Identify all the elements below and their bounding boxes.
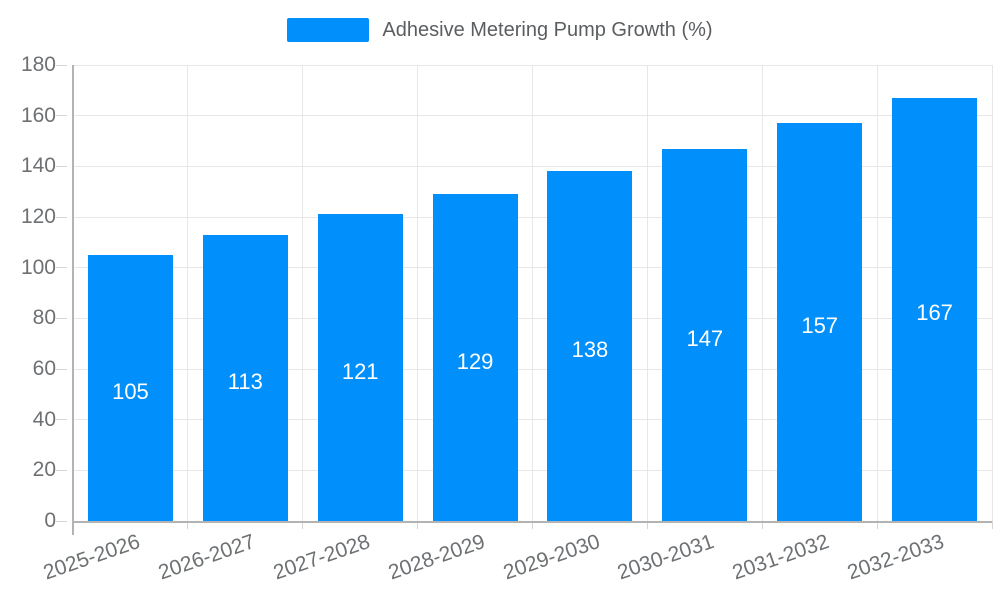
- x-axis-label: 2029-2030: [499, 530, 603, 585]
- y-axis-tick: [56, 64, 67, 66]
- x-axis-label: 2028-2029: [385, 530, 488, 585]
- y-axis-tick: [56, 368, 67, 370]
- y-axis-tick: [56, 520, 67, 522]
- y-axis-tick: [56, 216, 67, 218]
- x-axis-label: 2026-2027: [155, 530, 258, 585]
- y-axis-label: 120: [20, 205, 56, 228]
- vertical-gridline: [761, 65, 763, 521]
- y-axis-label: 160: [20, 103, 56, 127]
- bar[interactable]: [432, 194, 518, 521]
- vertical-gridline: [302, 65, 304, 521]
- y-axis-label: 180: [20, 53, 56, 76]
- x-axis-label: 2027-2028: [270, 530, 373, 585]
- y-axis-line: [72, 65, 74, 535]
- x-axis-label: 2025-2026: [40, 530, 143, 585]
- y-axis-label: 60: [32, 357, 56, 380]
- bar[interactable]: [547, 171, 633, 521]
- legend-label: Adhesive Metering Pump Growth (%): [382, 19, 713, 41]
- x-axis-line: [73, 521, 992, 523]
- y-axis-label: 140: [20, 154, 56, 178]
- y-axis-tick: [56, 115, 67, 117]
- bar[interactable]: [87, 255, 173, 521]
- vertical-gridline: [646, 65, 648, 521]
- x-axis-tick: [417, 521, 419, 529]
- vertical-gridline: [876, 65, 878, 521]
- x-axis-tick: [646, 521, 648, 529]
- x-axis-tick: [187, 521, 189, 529]
- x-axis-label: 2031-2032: [729, 530, 833, 585]
- vertical-gridline: [187, 65, 189, 521]
- y-axis-tick: [56, 267, 67, 269]
- vertical-gridline: [532, 65, 533, 521]
- legend-item[interactable]: Adhesive Metering Pump Growth (%): [0, 16, 1000, 44]
- x-axis-tick: [761, 521, 763, 529]
- y-axis-tick: [56, 317, 67, 319]
- vertical-gridline: [417, 65, 419, 521]
- y-axis-label: 40: [32, 407, 56, 431]
- x-axis-tick: [876, 521, 878, 529]
- vertical-gridline: [991, 65, 993, 521]
- x-axis-label: 2030-2031: [614, 530, 718, 585]
- x-axis-label: 2032-2033: [844, 530, 948, 585]
- bar[interactable]: [317, 214, 403, 521]
- bar[interactable]: [202, 234, 288, 521]
- x-axis-tick: [991, 521, 993, 529]
- bar[interactable]: [777, 123, 863, 521]
- x-axis-tick: [532, 521, 533, 529]
- y-axis-label: 20: [32, 458, 56, 482]
- y-axis-tick: [56, 419, 67, 421]
- bar[interactable]: [892, 97, 978, 521]
- y-axis-label: 0: [44, 509, 56, 532]
- y-axis-label: 100: [20, 255, 56, 279]
- legend-swatch: [287, 18, 370, 42]
- y-axis-tick: [56, 165, 67, 167]
- x-axis-tick: [302, 521, 304, 529]
- bar[interactable]: [662, 148, 748, 521]
- y-axis-tick: [56, 469, 67, 471]
- y-axis-label: 80: [32, 306, 56, 330]
